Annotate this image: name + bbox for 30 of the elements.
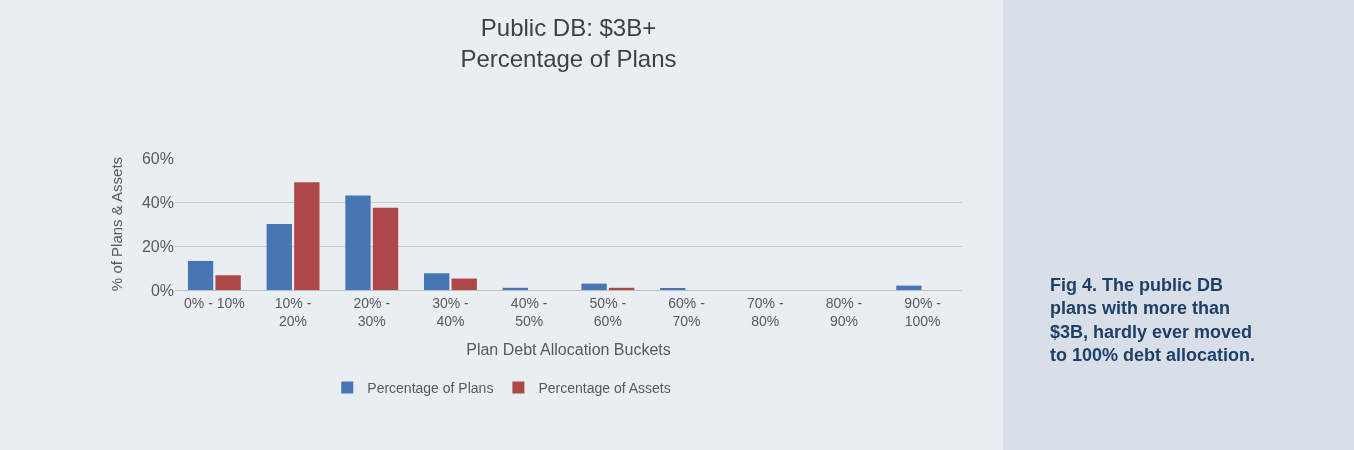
x-tick-label: 50% - 60%	[589, 294, 627, 329]
bar	[451, 278, 477, 290]
y-axis-title: % of Plans & Assets	[108, 156, 126, 292]
x-tick-label: 40% - 50%	[510, 294, 548, 329]
x-tick-label: 30% - 40%	[432, 294, 470, 329]
y-tick-label: 20%	[141, 237, 174, 255]
bar	[424, 273, 450, 290]
bar	[294, 182, 320, 290]
x-axis-title: Plan Debt Allocation Buckets	[466, 340, 671, 358]
bar	[345, 195, 371, 290]
bar	[215, 275, 241, 290]
legend-label: Percentage of Assets	[538, 379, 671, 396]
caption: Fig 4. The public DB plans with more than $3B, hardly ever moved to 100% debt allocation.	[1050, 275, 1256, 366]
x-tick-label: 70% - 80%	[746, 294, 784, 329]
x-tick-label: 10% - 20%	[274, 294, 312, 329]
x-tick-label: 80% - 90%	[825, 294, 863, 329]
y-tick-label: 0%	[150, 281, 174, 299]
bar	[581, 283, 607, 290]
bar	[187, 260, 214, 290]
x-tick-label: 0% - 10%	[184, 294, 245, 311]
bar	[372, 207, 399, 290]
x-tick-label: 60% - 70%	[668, 294, 706, 329]
bar	[896, 285, 922, 290]
legend-label: Percentage of Plans	[367, 379, 494, 396]
y-tick-label: 40%	[141, 193, 174, 211]
y-tick-label: 60%	[141, 149, 174, 167]
x-tick-label: 20% - 30%	[353, 294, 391, 329]
x-tick-label: 90% - 100%	[904, 294, 942, 329]
chart-title: Public DB: $3B+ Percentage of Plans	[460, 14, 677, 73]
bar	[266, 224, 292, 290]
